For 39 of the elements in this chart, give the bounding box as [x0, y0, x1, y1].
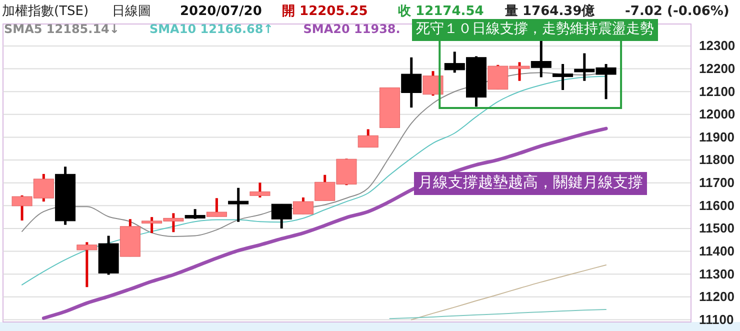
- text: 開 12205.25: [282, 4, 368, 19]
- annotation: 月線支撐越墊越高，關鍵月線支撐: [418, 173, 643, 191]
- line-series: [389, 308, 607, 320]
- candlestick: [76, 240, 98, 288]
- line-series: [410, 264, 607, 320]
- y-tick-label: 11100: [699, 312, 734, 327]
- text: 量 1764.39億: [504, 3, 596, 19]
- chart-title: 加權指數(TSE): [2, 4, 89, 19]
- text: 死守１０日線支撐，走勢維持震盪走勢: [416, 21, 654, 37]
- y-tick-label: 12200: [699, 60, 736, 76]
- y-tick-label: 11500: [699, 220, 734, 236]
- y-tick-label: 11200: [699, 289, 734, 304]
- text: SMA20 11938.: [303, 22, 400, 36]
- y-tick-label: 11400: [699, 243, 734, 258]
- candlestick: [250, 181, 270, 199]
- candlestick: [401, 56, 422, 109]
- y-tick-label: 11900: [699, 129, 734, 144]
- candlestick: [292, 196, 314, 216]
- candlestick: [228, 186, 249, 224]
- candlestick: [184, 208, 206, 220]
- y-tick-label: 11800: [699, 152, 734, 168]
- y-tick-label: 11700: [699, 175, 734, 190]
- candlestick: [271, 202, 292, 230]
- candlestick: [530, 40, 552, 78]
- y-tick-label: 11600: [699, 198, 734, 213]
- candlestick: [206, 196, 227, 218]
- y-tick-label: 12000: [699, 106, 736, 122]
- y-tick-label: 12300: [699, 38, 736, 54]
- text: -7.02 (-0.06%): [625, 4, 730, 19]
- text: 2020/07/20: [180, 4, 262, 19]
- candlestick: [422, 70, 444, 97]
- text: SMA10 12166.68↑: [149, 22, 274, 36]
- candlestick: [358, 128, 378, 149]
- text: 日線圖: [112, 4, 151, 19]
- text: 收 12174.54: [398, 4, 484, 19]
- text: SMA5 12185.14↓: [4, 22, 120, 36]
- y-tick-label: 12100: [699, 84, 736, 99]
- y-tick-label: 11300: [699, 266, 734, 282]
- candlestick: [552, 62, 574, 92]
